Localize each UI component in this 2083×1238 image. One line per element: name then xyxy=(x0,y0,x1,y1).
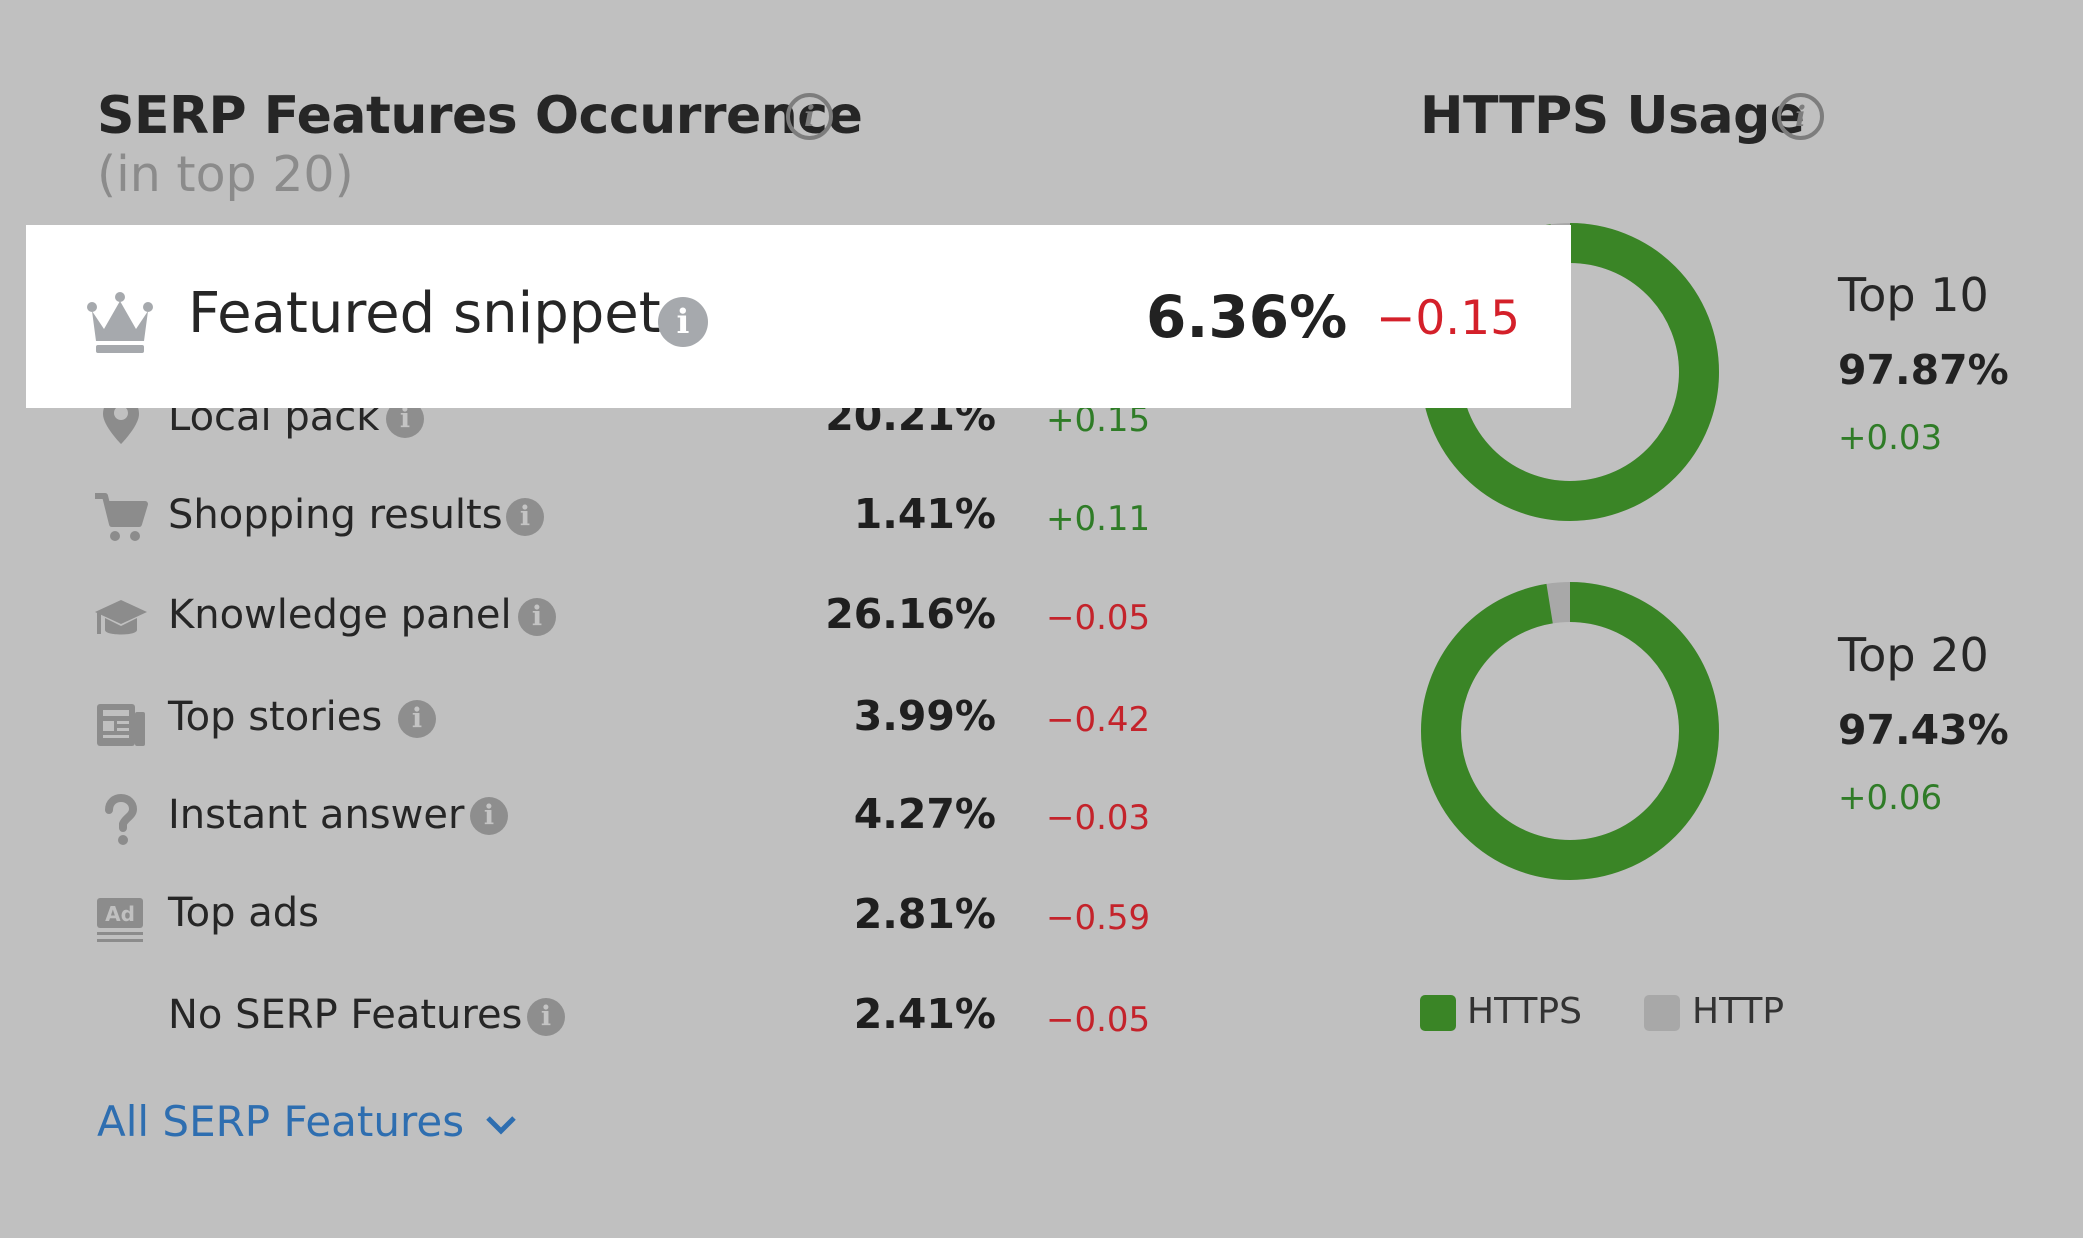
ad-icon: Ad xyxy=(97,898,143,942)
row-value-top-ads: 2.81% xyxy=(853,890,996,938)
donut-top-20-value: 97.43% xyxy=(1838,706,2009,754)
serp-features-title: SERP Features Occurrence xyxy=(97,86,863,146)
crown-icon xyxy=(87,292,153,353)
row-delta-shopping-results: +0.11 xyxy=(1046,499,1151,539)
row-value-knowledge-panel: 26.16% xyxy=(825,590,996,638)
shopping-results-info-icon[interactable]: i xyxy=(506,498,544,536)
featured-snippet-highlight-card[interactable]: Featured snippet i 6.36% −0.15 xyxy=(26,225,1571,408)
row-label-no-serp-features: No SERP Features xyxy=(168,992,523,1038)
top-stories-info-icon[interactable]: i xyxy=(398,700,436,738)
featured-snippet-info-icon[interactable]: i xyxy=(658,297,708,347)
donut-top-20-delta: +0.06 xyxy=(1838,778,1943,818)
row-value-top-stories: 3.99% xyxy=(853,692,996,740)
row-value-instant-answer: 4.27% xyxy=(853,790,996,838)
all-serp-features-link[interactable]: All SERP Features xyxy=(97,1097,517,1146)
no-serp-features-info-icon[interactable]: i xyxy=(527,998,565,1036)
shopping-cart-icon xyxy=(95,493,148,541)
row-delta-top-ads: −0.59 xyxy=(1046,898,1151,938)
featured-snippet-label: Featured snippet xyxy=(188,281,661,346)
donut-top-10-label: Top 10 xyxy=(1838,268,1989,322)
https-usage-title: HTTPS Usage xyxy=(1420,86,1805,146)
serp-features-subtitle: (in top 20) xyxy=(97,146,354,203)
question-mark-icon xyxy=(105,793,138,845)
featured-snippet-delta: −0.15 xyxy=(1376,291,1521,346)
donut-top-20-https-arc xyxy=(1421,582,1719,880)
row-label-instant-answer: Instant answer xyxy=(168,792,465,838)
row-value-no-serp-features: 2.41% xyxy=(853,990,996,1038)
serp-features-info-icon[interactable]: i xyxy=(786,93,833,140)
row-label-top-ads: Top ads xyxy=(168,890,319,936)
knowledge-panel-info-icon[interactable]: i xyxy=(518,598,556,636)
graduation-cap-icon xyxy=(95,600,147,635)
row-delta-knowledge-panel: −0.05 xyxy=(1046,598,1151,638)
row-delta-instant-answer: −0.03 xyxy=(1046,798,1151,838)
legend-https-swatch xyxy=(1420,995,1456,1031)
row-label-shopping-results: Shopping results xyxy=(168,492,503,538)
chevron-down-icon xyxy=(486,1115,517,1135)
map-pin-icon xyxy=(103,396,139,444)
svg-text:Ad: Ad xyxy=(105,902,135,926)
instant-answer-info-icon[interactable]: i xyxy=(470,797,508,835)
row-label-knowledge-panel: Knowledge panel xyxy=(168,592,512,638)
donut-top-10-value: 97.87% xyxy=(1838,346,2009,394)
donut-top-10-delta: +0.03 xyxy=(1838,418,1943,458)
featured-snippet-value: 6.36% xyxy=(1146,283,1348,351)
row-delta-no-serp-features: −0.05 xyxy=(1046,1000,1151,1040)
https-usage-info-icon[interactable]: i xyxy=(1777,93,1824,140)
legend-https-label[interactable]: HTTPS xyxy=(1467,991,1582,1032)
legend-http-label[interactable]: HTTP xyxy=(1692,991,1785,1032)
legend-http-swatch xyxy=(1644,995,1680,1031)
newspaper-icon xyxy=(97,704,145,746)
donut-top-20-label: Top 20 xyxy=(1838,628,1989,682)
row-label-top-stories: Top stories xyxy=(168,694,383,740)
donut-chart-top-20 xyxy=(1421,582,1719,880)
row-value-shopping-results: 1.41% xyxy=(853,490,996,538)
all-serp-features-label: All SERP Features xyxy=(97,1097,465,1146)
row-delta-top-stories: −0.42 xyxy=(1046,700,1151,740)
